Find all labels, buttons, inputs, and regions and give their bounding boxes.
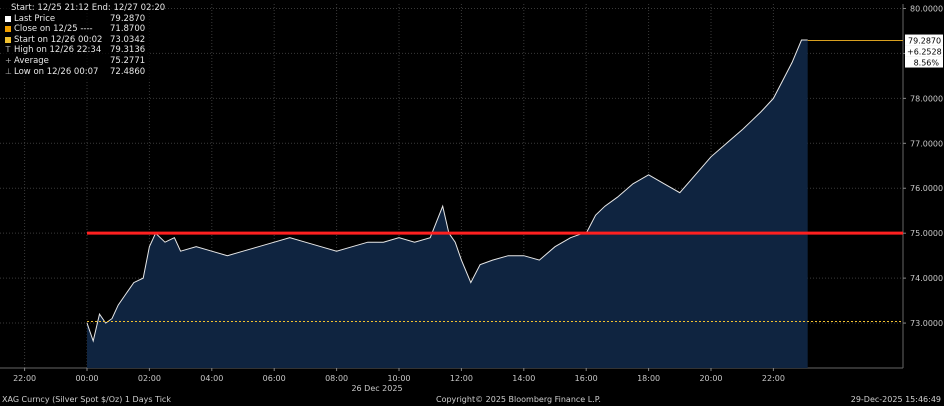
- last-price-box: 79.2870 +6.2528 8.56%: [905, 34, 943, 68]
- legend-label: Start on 12/26 00:02: [14, 34, 103, 45]
- footer-copyright: Copyright© 2025 Bloomberg Finance L.P.: [436, 395, 601, 404]
- legend-entry: + Average 75.2771: [2, 56, 150, 67]
- x-tick-label: 00:00: [75, 374, 98, 383]
- y-tick-label: 74.0000: [910, 274, 943, 283]
- x-tick-label: 22:00: [13, 374, 36, 383]
- legend-label: Average: [14, 55, 49, 66]
- legend-marker-icon: T: [5, 45, 11, 55]
- legend-swatch: [5, 15, 11, 22]
- legend-label: Last Price: [14, 13, 56, 24]
- legend-value: 79.3136: [110, 45, 146, 56]
- pct-value: 8.56%: [914, 59, 940, 68]
- last-price-value: 79.2870: [908, 37, 941, 46]
- change-tag: [905, 45, 943, 57]
- x-tick-label: 18:00: [637, 374, 660, 383]
- legend-value: 71.8700: [110, 24, 146, 35]
- footer-timestamp: 29-Dec-2025 15:46:49: [850, 395, 941, 404]
- legend-value: 79.2870: [110, 13, 146, 24]
- y-tick-label: 76.0000: [910, 184, 943, 193]
- legend-entry: Last Price 79.2870: [2, 14, 150, 25]
- x-tick-label: 02:00: [138, 374, 161, 383]
- pct-tag: [905, 56, 943, 68]
- y-tick-label: 77.0000: [910, 139, 943, 148]
- x-tick-label: 08:00: [325, 374, 348, 383]
- legend-label: Low on 12/26 00:07: [14, 66, 99, 77]
- change-value: +6.2528: [907, 48, 942, 57]
- legend-entry: T High on 12/26 22:34 79.3136: [2, 45, 150, 56]
- price-line: [86, 39, 808, 343]
- legend-panel: Start: 12/25 21:12 End: 12/27 02:20 Last…: [2, 3, 166, 81]
- y-tick-label: 78.0000: [910, 94, 943, 103]
- legend-entry: Start on 12/26 00:02 73.0342: [2, 35, 150, 46]
- x-tick-label: 16:00: [575, 374, 598, 383]
- legend-value: 72.4860: [110, 66, 146, 77]
- legend-label: High on 12/26 22:34: [14, 45, 102, 56]
- legend-header: Start: 12/25 21:12 End: 12/27 02:20: [11, 3, 166, 13]
- legend-value: 75.2771: [110, 55, 146, 66]
- x-tick-label: 10:00: [387, 374, 410, 383]
- x-tick-label: 22:00: [762, 374, 785, 383]
- x-axis-labels: 22:00 00:00 02:00 04:00 06:00 08:00 10:00 12:00…: [13, 368, 785, 393]
- legend-entry: ⊥ Low on 12/26 00:07 72.4860: [2, 67, 150, 78]
- y-tick-label: 80.0000: [910, 4, 943, 13]
- legend-marker-icon: ⊥: [5, 66, 12, 76]
- reference-lines: [87, 40, 903, 323]
- x-tick-label: 06:00: [263, 374, 286, 383]
- y-tick-label: 73.0000: [910, 319, 943, 328]
- legend-value: 73.0342: [110, 34, 146, 45]
- footer-ticker: XAG Curncy (Silver Spot $/Oz) 1 Days Tic…: [2, 395, 171, 404]
- last-price-tag: [905, 34, 943, 46]
- legend-swatch: [5, 26, 11, 33]
- legend-swatch: [5, 36, 11, 43]
- x-tick-label: 12:00: [450, 374, 473, 383]
- y-tick-label: 75.0000: [910, 229, 943, 238]
- price-area: [87, 40, 808, 368]
- x-date-label: 26 Dec 2025: [351, 384, 402, 393]
- legend-entry: Close on 12/25 ---- 71.8700: [2, 24, 150, 35]
- legend-marker-icon: +: [5, 55, 12, 65]
- x-tick-label: 14:00: [512, 374, 535, 383]
- x-tick-label: 20:00: [699, 374, 722, 383]
- x-tick-label: 04:00: [200, 374, 223, 383]
- legend-label: Close on 12/25 ----: [14, 24, 93, 35]
